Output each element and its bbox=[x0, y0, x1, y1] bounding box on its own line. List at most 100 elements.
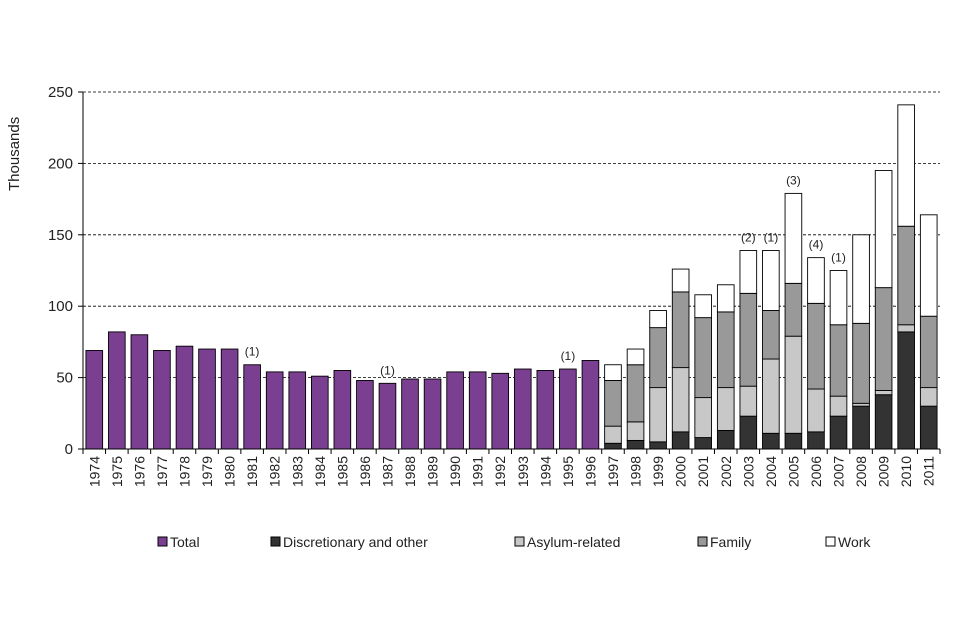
footnote-marker: (3) bbox=[786, 173, 801, 187]
x-tick-label: 1996 bbox=[582, 456, 598, 487]
x-tick-label: 1984 bbox=[312, 456, 328, 487]
x-tick-label: 1986 bbox=[357, 456, 373, 487]
x-tick-label: 1983 bbox=[289, 456, 305, 487]
x-tick-label: 2008 bbox=[853, 456, 869, 487]
bar-discretionary-and-other-2004 bbox=[762, 432, 780, 450]
legend: Total Discretionary and other Asylum-relat… bbox=[157, 534, 871, 550]
legend-label: Total bbox=[170, 534, 200, 550]
x-tick-label: 1976 bbox=[131, 456, 147, 487]
bar-family-1999 bbox=[649, 327, 667, 389]
bar-total-1981 bbox=[243, 364, 261, 450]
bar-total-1976 bbox=[130, 334, 149, 450]
footnote-marker: (1) bbox=[764, 231, 779, 245]
bar-asylum-related-2006 bbox=[807, 388, 825, 433]
bar-family-2000 bbox=[671, 291, 690, 369]
y-tick-label: 50 bbox=[56, 370, 73, 387]
bar-asylum-related-2010 bbox=[897, 324, 915, 333]
bar-work-2003 bbox=[739, 250, 758, 294]
footnote-marker: (1) bbox=[831, 251, 846, 265]
bar-asylum-related-2011 bbox=[919, 387, 938, 407]
x-axis-tick-labels: 1974 1975 1976 1977 1978 1979 1980 1981 1982 1983… bbox=[86, 456, 936, 487]
bar-discretionary-and-other-2011 bbox=[919, 405, 938, 450]
bar-work-2009 bbox=[874, 170, 893, 289]
legend-swatch bbox=[270, 536, 281, 547]
bar-asylum-related-2002 bbox=[716, 387, 735, 431]
x-tick-label: 1974 bbox=[86, 456, 102, 487]
y-tick-label: 250 bbox=[48, 84, 73, 101]
footnote-marker: (1) bbox=[380, 363, 395, 377]
bar-work-2005 bbox=[784, 192, 803, 284]
bar-family-2005 bbox=[784, 282, 803, 337]
x-tick-label: 2007 bbox=[831, 456, 847, 487]
bar-total-1975 bbox=[108, 331, 126, 450]
x-tick-label: 1975 bbox=[109, 456, 125, 487]
x-tick-label: 1987 bbox=[380, 456, 396, 487]
bar-discretionary-and-other-1999 bbox=[649, 441, 667, 450]
x-tick-label: 2011 bbox=[921, 456, 937, 486]
bar-family-2006 bbox=[807, 302, 825, 390]
x-tick-label: 1977 bbox=[154, 456, 170, 487]
bar-total-1991 bbox=[468, 371, 487, 450]
x-tick-label: 1994 bbox=[537, 456, 553, 487]
bar-discretionary-and-other-2003 bbox=[739, 415, 758, 450]
bar-asylum-related-1999 bbox=[649, 387, 667, 443]
bar-total-1992 bbox=[491, 372, 510, 450]
x-tick-label: 2010 bbox=[898, 456, 914, 487]
x-tick-label: 1980 bbox=[222, 456, 238, 487]
bar-discretionary-and-other-2010 bbox=[897, 331, 915, 450]
bar-work-2006 bbox=[807, 257, 825, 304]
bar-discretionary-and-other-1998 bbox=[626, 439, 645, 450]
bar-asylum-related-2005 bbox=[784, 335, 803, 434]
bar-family-2004 bbox=[762, 310, 780, 360]
x-tick-label: 2006 bbox=[808, 456, 824, 487]
bar-total-1978 bbox=[175, 345, 194, 450]
bar-asylum-related-2001 bbox=[694, 397, 712, 439]
x-tick-label: 1998 bbox=[628, 456, 644, 487]
bar-discretionary-and-other-1997 bbox=[604, 442, 622, 450]
x-tick-label: 1981 bbox=[244, 456, 260, 487]
bar-work-2001 bbox=[694, 294, 712, 319]
legend-label: Family bbox=[710, 534, 751, 550]
bar-family-1998 bbox=[626, 364, 645, 423]
legend-label: Discretionary and other bbox=[283, 534, 428, 550]
axes bbox=[78, 91, 941, 454]
x-tick-label: 2003 bbox=[740, 456, 756, 487]
bar-total-1993 bbox=[513, 368, 532, 450]
x-tick-label: 1990 bbox=[447, 456, 463, 487]
y-axis-tick-labels: 0 50 100 150 200 250 bbox=[48, 84, 73, 458]
bar-discretionary-and-other-2007 bbox=[829, 415, 848, 450]
bar-asylum-related-2003 bbox=[739, 385, 758, 417]
footnote-markers: (1) (1) (1) (2) (1) (3) (4) (1) bbox=[245, 173, 846, 377]
bar-total-1986 bbox=[356, 380, 374, 450]
x-tick-label: 2009 bbox=[876, 456, 892, 487]
bar-total-1983 bbox=[288, 371, 307, 450]
x-tick-label: 1993 bbox=[515, 456, 531, 487]
x-tick-label: 1982 bbox=[267, 456, 283, 487]
y-tick-label: 100 bbox=[48, 298, 73, 315]
x-tick-label: 2005 bbox=[785, 456, 801, 487]
bar-work-2000 bbox=[671, 268, 690, 293]
bar-work-1997 bbox=[604, 364, 622, 381]
bar-discretionary-and-other-2008 bbox=[852, 405, 870, 450]
legend-swatch bbox=[825, 536, 836, 547]
footnote-marker: (2) bbox=[741, 231, 756, 245]
bar-total-1979 bbox=[198, 348, 216, 450]
bars bbox=[85, 104, 938, 450]
bar-total-1994 bbox=[536, 370, 555, 450]
bar-family-2009 bbox=[874, 287, 893, 391]
x-tick-label: 1997 bbox=[605, 456, 621, 487]
bar-total-1990 bbox=[446, 371, 464, 450]
x-tick-label: 1989 bbox=[425, 456, 441, 487]
bar-total-1985 bbox=[333, 370, 352, 450]
bar-total-1987 bbox=[378, 382, 397, 450]
bar-discretionary-and-other-2005 bbox=[784, 432, 803, 450]
x-tick-label: 1988 bbox=[402, 456, 418, 487]
x-tick-label: 1995 bbox=[560, 456, 576, 487]
legend-label: Work bbox=[838, 534, 871, 550]
footnote-marker: (1) bbox=[245, 345, 260, 359]
bar-work-2004 bbox=[762, 250, 780, 311]
bar-discretionary-and-other-2009 bbox=[874, 394, 893, 450]
y-tick-label: 200 bbox=[48, 155, 73, 172]
bar-work-2010 bbox=[897, 104, 915, 227]
bar-discretionary-and-other-2002 bbox=[716, 429, 735, 450]
